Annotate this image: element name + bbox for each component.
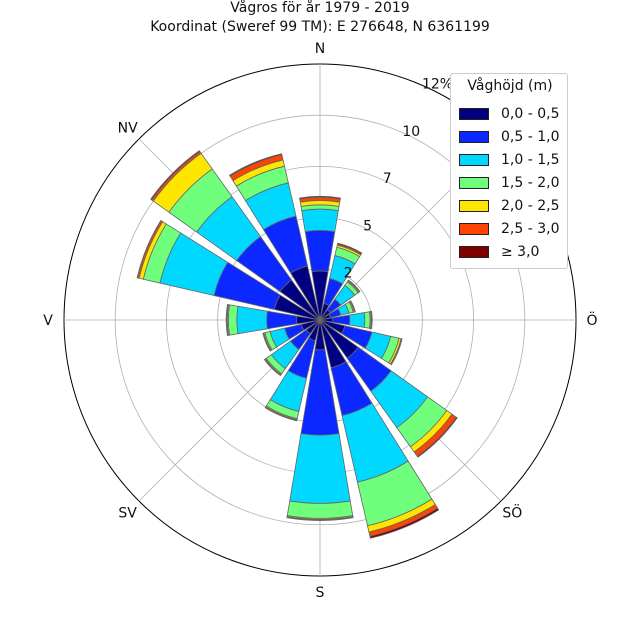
legend-label: 0,0 - 0,5 — [501, 106, 560, 122]
rose-bar-segment — [264, 406, 298, 422]
direction-label: NV — [118, 121, 138, 137]
legend-swatch — [459, 177, 489, 189]
legend-swatch — [459, 131, 489, 143]
direction-label: S — [316, 585, 325, 601]
rose-bar-segment — [227, 304, 239, 336]
legend-label: 1,0 - 1,5 — [501, 152, 560, 168]
direction-label: Ö — [586, 311, 597, 329]
legend-item: 0,5 - 1,0 — [459, 129, 559, 145]
rose-bar-segment — [349, 300, 356, 313]
rose-bar-segment — [289, 433, 351, 504]
radial-tick-label: 10 — [402, 124, 420, 140]
rose-bar-segment — [150, 150, 201, 201]
legend-item: ≥ 3,0 — [459, 244, 539, 260]
legend-swatch — [459, 246, 489, 258]
legend-swatch — [459, 108, 489, 120]
legend-item: 1,0 - 1,5 — [459, 152, 559, 168]
rose-bar-segment — [370, 310, 373, 330]
rose-bar-segment — [229, 153, 283, 177]
radial-tick-label: 2 — [344, 266, 353, 282]
rose-bar-segment — [136, 219, 162, 279]
chart-title: Vågros för år 1979 - 2019 — [230, 0, 410, 16]
rose-bar-segment — [301, 208, 339, 233]
radial-tick-label: 5 — [363, 218, 372, 234]
radial-tick-label: 12% — [422, 76, 453, 92]
rose-bar-segment — [262, 332, 272, 352]
rose-bar-segment — [390, 338, 403, 366]
legend-item: 2,0 - 2,5 — [459, 198, 559, 214]
legend-label: 2,0 - 2,5 — [501, 198, 560, 214]
legend-label: 0,5 - 1,0 — [501, 129, 560, 145]
rose-bar-segment — [348, 312, 366, 328]
direction-label: V — [43, 313, 53, 329]
direction-label: N — [315, 41, 325, 57]
rose-bar-segment — [225, 304, 229, 336]
rose-bar-segment — [304, 230, 336, 273]
legend-label: ≥ 3,0 — [501, 244, 540, 260]
chart-subtitle: Koordinat (Sweref 99 TM): E 276648, N 63… — [150, 19, 490, 35]
rose-bar-segment — [337, 242, 363, 255]
legend-swatch — [459, 223, 489, 235]
rose-bar-segment — [286, 516, 354, 521]
legend-title: Våghöjd (m) — [467, 78, 553, 94]
legend-item: 2,5 - 3,0 — [459, 221, 559, 237]
legend-label: 2,5 - 3,0 — [501, 221, 560, 237]
rose-bar-segment — [369, 507, 440, 539]
legend-item: 0,0 - 0,5 — [459, 106, 559, 122]
rose-bar-segment — [416, 416, 458, 458]
radial-tick-label: 7 — [383, 171, 392, 187]
rose-bar-segment — [299, 195, 341, 200]
rose-bar-segment — [236, 305, 268, 335]
legend: Våghöjd (m) 0,0 - 0,5 0,5 - 1,0 1,0 - 1,5 1… — [450, 73, 568, 269]
rose-bar-segment — [347, 279, 361, 293]
rose-bar-segment — [286, 500, 354, 519]
rose-bars — [136, 150, 458, 539]
legend-swatch — [459, 154, 489, 166]
rose-bar-segment — [263, 358, 282, 377]
direction-label: SÖ — [502, 503, 522, 521]
direction-label: SV — [118, 505, 137, 521]
legend-swatch — [459, 200, 489, 212]
legend-label: 1,5 - 2,0 — [501, 175, 560, 191]
legend-item: 1,5 - 2,0 — [459, 175, 559, 191]
rose-bar-segment — [363, 311, 371, 329]
